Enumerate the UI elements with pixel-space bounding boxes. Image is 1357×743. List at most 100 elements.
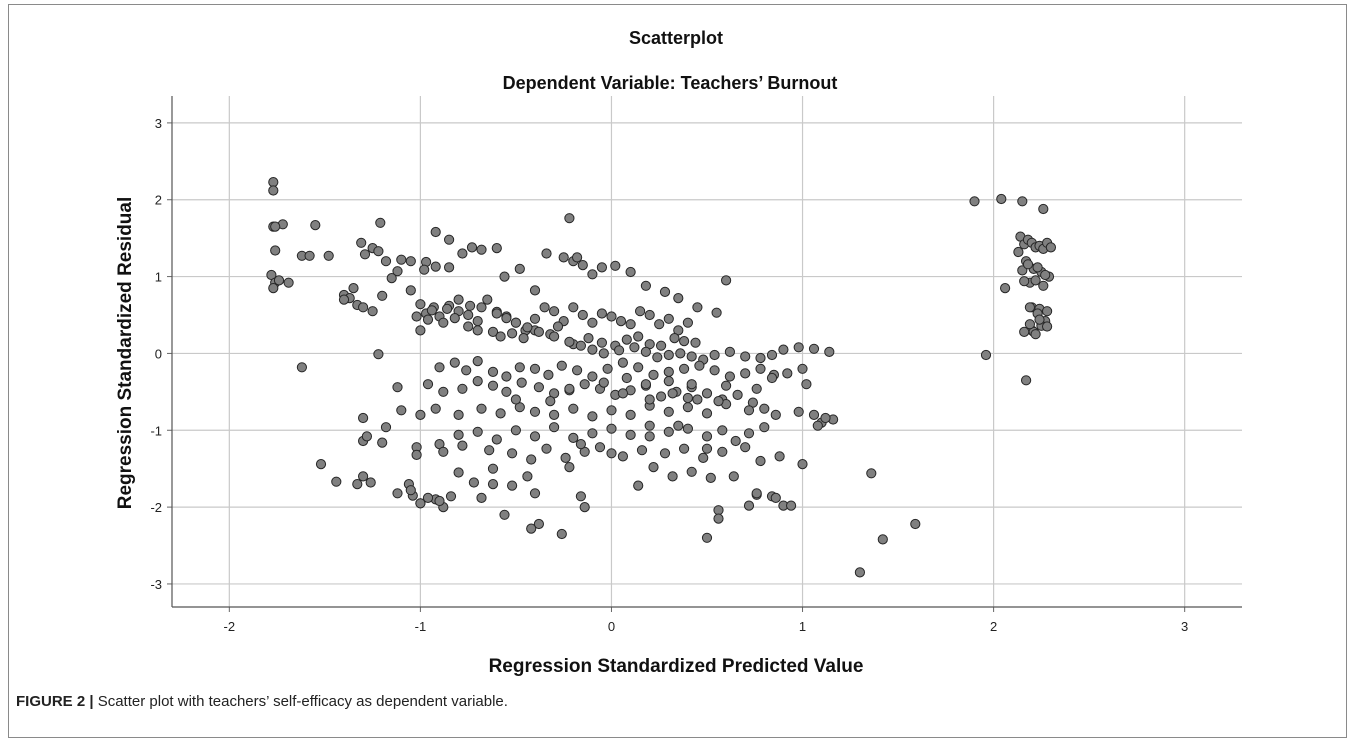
data-point [751, 383, 762, 394]
data-point [755, 455, 766, 467]
data-point [598, 377, 609, 388]
data-point [644, 309, 655, 321]
data-point [434, 362, 445, 373]
data-point [644, 420, 655, 431]
data-point [579, 379, 590, 390]
data-point [1040, 269, 1051, 281]
data-point [606, 423, 617, 434]
data-point [640, 346, 652, 357]
data-point [606, 448, 617, 459]
data-point [466, 242, 478, 253]
y-tick-label: 2 [155, 193, 162, 208]
data-point [558, 252, 569, 263]
data-point [644, 431, 655, 442]
data-point [701, 532, 713, 543]
data-point [396, 254, 407, 265]
data-point [583, 333, 594, 344]
chart-title: Scatterplot [629, 28, 723, 48]
data-point [348, 283, 359, 294]
data-point [572, 365, 583, 376]
data-point [518, 333, 529, 344]
data-point [1021, 375, 1032, 386]
data-point [461, 365, 472, 376]
data-point [415, 409, 426, 420]
data-point [743, 500, 755, 511]
data-point [682, 402, 694, 413]
data-point [617, 388, 629, 399]
data-point [377, 437, 388, 448]
data-point [568, 403, 579, 414]
data-point [686, 379, 697, 390]
data-point [686, 466, 697, 477]
data-point [380, 422, 392, 433]
data-point [472, 356, 483, 367]
data-point [422, 492, 434, 503]
data-point [415, 325, 426, 336]
data-point [663, 366, 674, 377]
data-point [415, 498, 426, 509]
data-point [629, 342, 640, 353]
y-axis-label: Regression Standardized Residual [115, 197, 136, 510]
data-point [786, 500, 797, 511]
data-point [549, 331, 560, 342]
data-point [529, 285, 541, 296]
data-point [444, 262, 455, 273]
data-point [812, 420, 823, 431]
data-point [617, 357, 629, 368]
data-point [709, 365, 720, 376]
data-point [453, 429, 464, 440]
data-point [358, 302, 369, 313]
data-point [358, 412, 369, 424]
data-point [659, 448, 671, 459]
data-point [304, 250, 315, 261]
data-point [491, 308, 502, 319]
data-point [686, 351, 697, 362]
caption-label: FIGURE 2 | [16, 693, 94, 710]
data-point [711, 307, 722, 318]
data-point [1019, 326, 1030, 337]
data-point [635, 306, 646, 317]
x-tick-label: 1 [799, 619, 806, 634]
data-point [386, 273, 397, 284]
data-point [338, 294, 350, 305]
data-point [996, 193, 1007, 205]
data-point [587, 411, 598, 422]
data-point [472, 376, 483, 387]
data-point [648, 369, 659, 380]
data-point [808, 343, 820, 354]
data-point [522, 322, 533, 333]
data-point [438, 317, 449, 328]
data-point [438, 446, 449, 457]
data-point [759, 422, 770, 433]
data-point [679, 363, 690, 374]
data-point [491, 434, 502, 445]
data-point [713, 505, 724, 516]
data-point [1013, 246, 1024, 258]
data-point [529, 313, 541, 324]
data-point [482, 294, 493, 305]
data-point [606, 405, 617, 416]
data-point [529, 431, 541, 442]
data-point [472, 325, 483, 336]
data-point [730, 435, 741, 447]
data-point [476, 244, 487, 255]
data-point [648, 462, 659, 473]
x-axis-label: Regression Standardized Predicted Value [489, 656, 864, 677]
data-point [296, 362, 307, 373]
data-point [516, 377, 527, 388]
data-point [621, 372, 632, 384]
caption-text: Scatter plot with teachers’ self-efficac… [93, 693, 508, 710]
data-point [270, 221, 281, 232]
data-point [766, 349, 778, 361]
y-tick-label: 0 [155, 346, 162, 361]
data-point [679, 336, 690, 347]
data-point [801, 379, 812, 390]
data-point [663, 426, 674, 437]
data-point [468, 477, 479, 488]
data-point [755, 363, 766, 374]
data-point [476, 492, 487, 503]
data-point [484, 445, 495, 456]
data-point [373, 246, 384, 257]
data-point [445, 491, 457, 502]
data-point [396, 405, 407, 416]
